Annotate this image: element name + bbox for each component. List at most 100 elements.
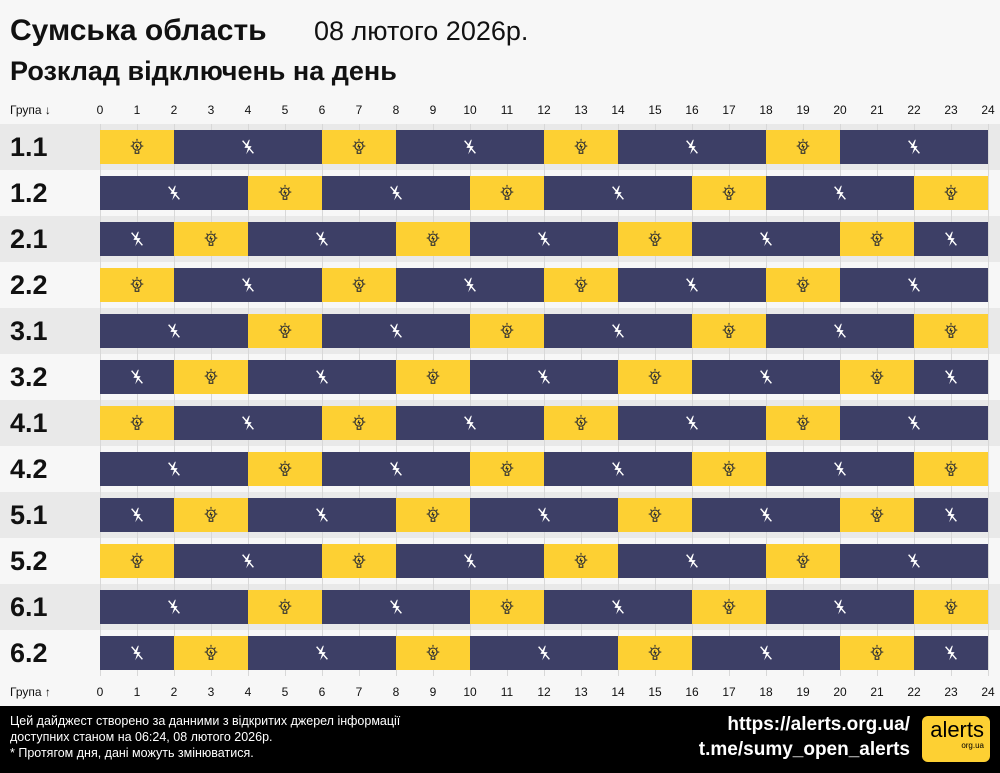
no-power-icon bbox=[461, 552, 479, 570]
hour-tick: 0 bbox=[96, 685, 104, 699]
lightbulb-icon bbox=[276, 598, 294, 616]
hour-tick: 4 bbox=[244, 103, 252, 117]
group-row: 1.2 bbox=[0, 170, 1000, 216]
power-on-segment bbox=[396, 360, 470, 394]
power-off-segment bbox=[840, 406, 988, 440]
no-power-icon bbox=[831, 460, 849, 478]
power-off-segment bbox=[914, 222, 988, 256]
no-power-icon bbox=[313, 230, 331, 248]
hour-gridline bbox=[988, 354, 989, 400]
hour-gridline bbox=[988, 446, 989, 492]
power-off-segment bbox=[322, 452, 470, 486]
hour-tick: 10 bbox=[463, 103, 477, 117]
lightbulb-icon bbox=[868, 506, 886, 524]
lightbulb-icon bbox=[942, 322, 960, 340]
group-row: 2.1 bbox=[0, 216, 1000, 262]
group-row: 3.2 bbox=[0, 354, 1000, 400]
lightbulb-icon bbox=[128, 414, 146, 432]
group-label: 5.2 bbox=[10, 546, 48, 576]
no-power-icon bbox=[535, 230, 553, 248]
no-power-icon bbox=[165, 598, 183, 616]
power-on-segment bbox=[544, 406, 618, 440]
lightbulb-icon bbox=[498, 184, 516, 202]
hour-tick: 11 bbox=[500, 103, 514, 117]
telegram-link[interactable]: t.me/sumy_open_alerts bbox=[698, 739, 910, 760]
group-label: 6.1 bbox=[10, 592, 48, 622]
power-off-segment bbox=[100, 590, 248, 624]
power-on-segment bbox=[544, 268, 618, 302]
no-power-icon bbox=[609, 460, 627, 478]
power-on-segment bbox=[322, 130, 396, 164]
group-label: 1.2 bbox=[10, 178, 48, 208]
no-power-icon bbox=[905, 552, 923, 570]
lightbulb-icon bbox=[942, 598, 960, 616]
power-on-segment bbox=[766, 130, 840, 164]
lightbulb-icon bbox=[942, 184, 960, 202]
power-off-segment bbox=[174, 544, 322, 578]
hour-tick: 16 bbox=[685, 685, 699, 699]
no-power-icon bbox=[461, 138, 479, 156]
lightbulb-icon bbox=[128, 138, 146, 156]
hour-tick: 18 bbox=[759, 685, 773, 699]
power-off-segment bbox=[914, 498, 988, 532]
group-label: 3.2 bbox=[10, 362, 48, 392]
hour-tick: 20 bbox=[833, 103, 847, 117]
group-row: 4.2 bbox=[0, 446, 1000, 492]
group-label: 2.1 bbox=[10, 224, 48, 254]
power-off-segment bbox=[544, 452, 692, 486]
no-power-icon bbox=[609, 598, 627, 616]
power-on-segment bbox=[322, 268, 396, 302]
hour-tick: 1 bbox=[133, 685, 141, 699]
no-power-icon bbox=[387, 598, 405, 616]
group-row: 6.1 bbox=[0, 584, 1000, 630]
hour-tick: 6 bbox=[318, 685, 326, 699]
power-off-segment bbox=[174, 268, 322, 302]
hour-gridline bbox=[988, 400, 989, 446]
no-power-icon bbox=[609, 184, 627, 202]
group-label: 2.2 bbox=[10, 270, 48, 300]
hour-gridline bbox=[988, 538, 989, 584]
lightbulb-icon bbox=[720, 460, 738, 478]
power-on-segment bbox=[100, 406, 174, 440]
lightbulb-icon bbox=[498, 322, 516, 340]
lightbulb-icon bbox=[350, 414, 368, 432]
hour-tick: 9 bbox=[429, 685, 437, 699]
power-off-segment bbox=[396, 544, 544, 578]
hour-tick: 8 bbox=[392, 685, 400, 699]
hour-gridline bbox=[988, 170, 989, 216]
power-off-segment bbox=[470, 222, 618, 256]
no-power-icon bbox=[609, 322, 627, 340]
power-on-segment bbox=[544, 544, 618, 578]
no-power-icon bbox=[942, 230, 960, 248]
power-off-segment bbox=[618, 406, 766, 440]
lightbulb-icon bbox=[128, 276, 146, 294]
power-off-segment bbox=[100, 452, 248, 486]
power-on-segment bbox=[766, 268, 840, 302]
footer-note: Цей дайджест створено за данними з відкр… bbox=[10, 714, 401, 728]
power-off-segment bbox=[692, 222, 840, 256]
hour-tick: 5 bbox=[281, 103, 289, 117]
group-label: 4.2 bbox=[10, 454, 48, 484]
website-link[interactable]: https://alerts.org.ua/ bbox=[727, 714, 910, 735]
group-axis-label: Група ↓ bbox=[10, 103, 51, 117]
no-power-icon bbox=[757, 368, 775, 386]
lightbulb-icon bbox=[868, 230, 886, 248]
no-power-icon bbox=[313, 368, 331, 386]
hour-tick: 14 bbox=[611, 685, 625, 699]
hour-tick: 18 bbox=[759, 103, 773, 117]
power-on-segment bbox=[618, 222, 692, 256]
power-on-segment bbox=[914, 176, 988, 210]
lightbulb-icon bbox=[128, 552, 146, 570]
lightbulb-icon bbox=[868, 644, 886, 662]
power-on-segment bbox=[396, 222, 470, 256]
power-on-segment bbox=[470, 452, 544, 486]
power-off-segment bbox=[840, 268, 988, 302]
power-on-segment bbox=[100, 544, 174, 578]
lightbulb-icon bbox=[276, 460, 294, 478]
lightbulb-icon bbox=[572, 552, 590, 570]
lightbulb-icon bbox=[720, 322, 738, 340]
hour-tick: 15 bbox=[648, 685, 662, 699]
lightbulb-icon bbox=[646, 644, 664, 662]
hour-tick: 21 bbox=[870, 685, 884, 699]
lightbulb-icon bbox=[202, 644, 220, 662]
